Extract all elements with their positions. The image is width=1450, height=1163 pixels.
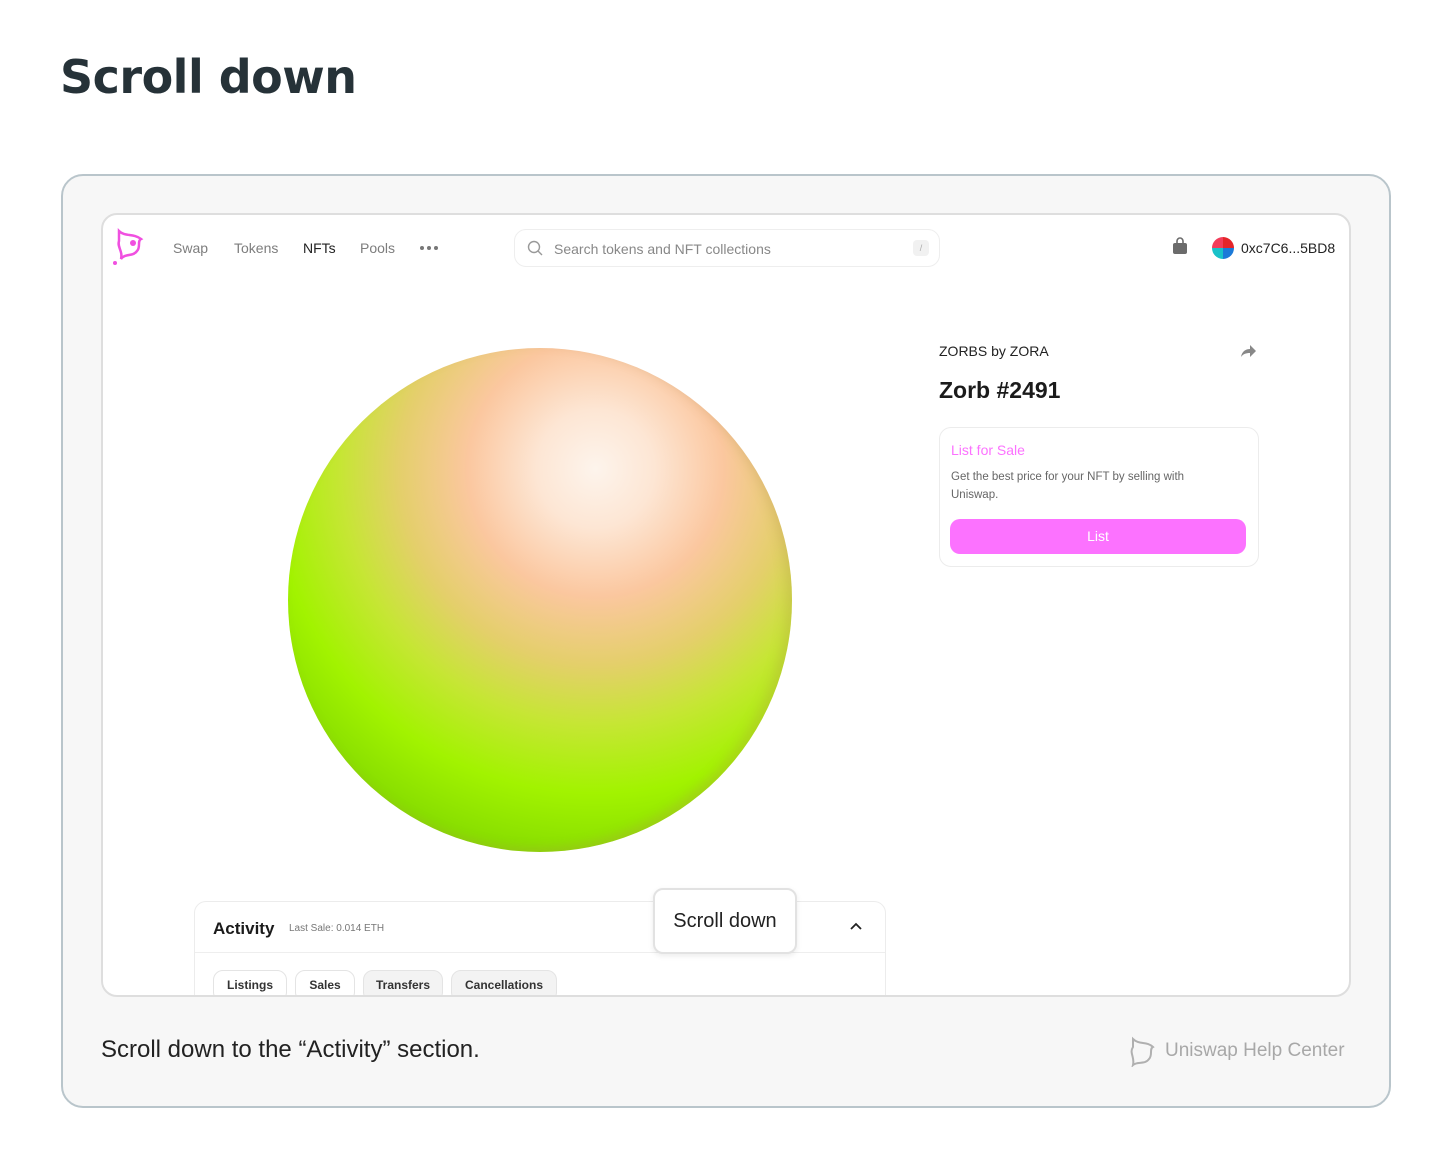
share-icon[interactable] bbox=[1239, 343, 1257, 359]
sale-description: Get the best price for your NFT by selli… bbox=[951, 471, 1185, 501]
nav-link[interactable]: Swap bbox=[173, 240, 209, 256]
last-sale: Last Sale: 0.014 ETH bbox=[289, 923, 385, 934]
account-avatar[interactable] bbox=[1212, 237, 1234, 259]
sale-panel: List for Sale Get the best price for you… bbox=[939, 427, 1259, 567]
activity-tab[interactable]: Cancellations bbox=[451, 970, 557, 995]
brand-logo bbox=[1130, 1036, 1155, 1067]
more-menu[interactable] bbox=[419, 245, 439, 251]
bag-icon[interactable] bbox=[1172, 237, 1188, 255]
divider bbox=[195, 952, 885, 953]
nft-image bbox=[288, 348, 792, 852]
activity-tab[interactable]: Listings bbox=[213, 970, 287, 995]
heading: Scroll down bbox=[60, 50, 357, 104]
nft-name: Zorb #2491 bbox=[939, 377, 1061, 403]
nav-link[interactable]: Pools bbox=[360, 240, 396, 256]
activity-tab[interactable]: Sales bbox=[295, 970, 355, 995]
brand-name: Uniswap Help Center bbox=[1165, 1040, 1345, 1061]
nav-link[interactable]: Tokens bbox=[234, 240, 279, 256]
search-shortcut: / bbox=[913, 240, 929, 256]
caption: Scroll down to the “Activity” section. bbox=[101, 1036, 480, 1063]
activity-tab[interactable]: Transfers bbox=[363, 970, 443, 995]
uniswap-logo bbox=[113, 227, 144, 265]
list-button[interactable]: List bbox=[950, 519, 1246, 554]
tooltip: Scroll down bbox=[653, 888, 797, 954]
search-box[interactable]: Search tokens and NFT collections / bbox=[514, 229, 940, 267]
search-placeholder: Search tokens and NFT collections bbox=[554, 241, 771, 257]
screenshot-frame: Swap Tokens NFTs Pools Search tokens and… bbox=[101, 213, 1351, 997]
collection-name[interactable]: ZORBS by ZORA bbox=[939, 343, 1049, 359]
sale-title: List for Sale bbox=[951, 442, 1025, 458]
collapse-chevron[interactable] bbox=[849, 921, 863, 931]
account-address[interactable]: 0xc7C6...5BD8 bbox=[1241, 240, 1336, 256]
activity-title: Activity bbox=[213, 919, 275, 938]
nav-link[interactable]: NFTs bbox=[303, 240, 336, 256]
search-icon bbox=[527, 240, 543, 256]
